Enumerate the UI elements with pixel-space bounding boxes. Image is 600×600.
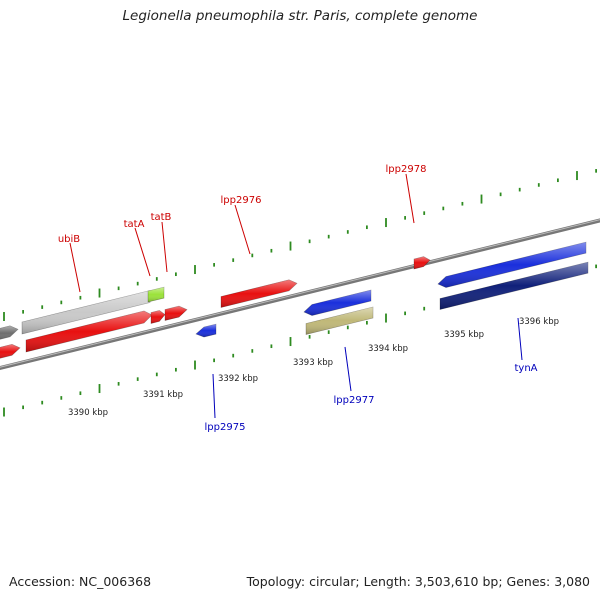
gene-lpp2977 <box>305 306 374 335</box>
gene-lpp2976-shade <box>221 279 297 308</box>
gene-lpp2975-shade <box>196 324 216 337</box>
gene-red-left-shade <box>0 344 20 359</box>
gene-lpp2978-shade <box>414 256 430 269</box>
leader-top <box>405 173 415 224</box>
gene-tynA <box>439 261 589 310</box>
tick-marks-outer <box>3 169 597 322</box>
gene-gray-left <box>0 325 19 340</box>
gene-label-top: lpp2976 <box>221 195 262 206</box>
scale-labels: 3390 kbp 3391 kbp 3392 kbp 3393 kbp 3394 kbp… <box>68 317 559 418</box>
gene-gray-left-shade <box>0 325 18 340</box>
gene-tatA <box>147 286 165 303</box>
gene-label-bottom: tynA <box>514 363 537 374</box>
gene-label-top: tatB <box>151 212 172 223</box>
gene-tynA-shade <box>440 262 588 310</box>
gene-tatB-small <box>150 310 166 324</box>
gene-labels: ubiB tatA tatB lpp2976 lpp2978 lpp2975 lpp2977… <box>58 164 538 433</box>
gene-reverse-mid <box>303 289 372 316</box>
gene-lpp2976 <box>220 279 298 308</box>
map-title: Legionella pneumophila str. Paris, compl… <box>122 8 478 24</box>
gene-label-top: tatA <box>124 219 145 230</box>
gene-ubiB-shade <box>22 290 150 334</box>
leader-top <box>69 242 81 293</box>
gene-features <box>0 241 589 359</box>
gene-ubiB-lower <box>25 310 153 353</box>
gene-tatB-shade <box>165 306 187 321</box>
gene-label-top: ubiB <box>58 234 80 245</box>
gene-tatB <box>164 305 188 321</box>
gene-tatB-small-shade <box>151 310 165 324</box>
gene-label-top: lpp2978 <box>386 164 427 175</box>
leader-top <box>161 221 168 273</box>
gene-reverse-right <box>437 241 587 288</box>
scale-label: 3391 kbp <box>143 390 183 400</box>
leader-bottom <box>212 373 216 419</box>
gene-reverse-right-shade <box>438 242 586 288</box>
label-leaders <box>69 173 523 419</box>
accession-text: Accession: NC_006368 <box>9 574 152 589</box>
backbone-line <box>0 218 600 371</box>
gene-red-left <box>0 343 21 359</box>
gene-reverse-mid-shade <box>304 290 371 316</box>
backbone-highlight <box>0 219 600 368</box>
scale-label: 3395 kbp <box>444 330 484 340</box>
scale-label: 3393 kbp <box>293 358 333 368</box>
gene-lpp2977-shade <box>306 307 373 335</box>
leader-top <box>234 204 251 255</box>
leader-bottom <box>344 346 352 392</box>
genome-summary-text: Topology: circular; Length: 3,503,610 bp… <box>246 574 590 589</box>
gene-tatA-shade <box>148 287 164 302</box>
genome-backbone <box>0 218 600 371</box>
scale-label: 3392 kbp <box>218 374 258 384</box>
leader-bottom <box>517 317 523 361</box>
gene-lpp2978 <box>413 256 431 270</box>
scale-label: 3394 kbp <box>368 344 408 354</box>
gene-lpp2975 <box>195 323 217 338</box>
scale-label: 3390 kbp <box>68 408 108 418</box>
gene-ubiB-lower-shade <box>26 311 152 352</box>
gene-label-bottom: lpp2977 <box>334 395 375 406</box>
gene-label-bottom: lpp2975 <box>205 422 246 433</box>
scale-label: 3396 kbp <box>519 317 559 327</box>
leader-top <box>134 227 151 277</box>
gene-ubiB <box>21 290 151 335</box>
